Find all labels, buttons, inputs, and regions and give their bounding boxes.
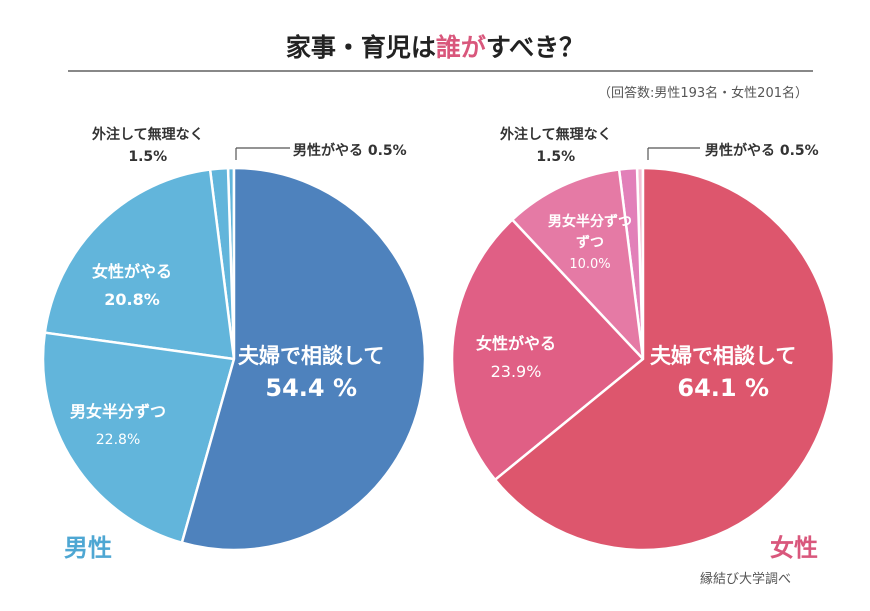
title-divider bbox=[68, 70, 813, 72]
female-label-man: 男性がやる 0.5% bbox=[705, 143, 819, 159]
pie-1-slice-0 bbox=[493, 166, 836, 552]
pie-1-slice-2 bbox=[510, 168, 645, 363]
pie-0-slice-2 bbox=[43, 168, 236, 361]
pie-0-slice-0 bbox=[180, 166, 427, 552]
male-label-outsource: 外注して無理なく 1.5% bbox=[92, 127, 204, 165]
female-label-half: 男女半分ずつ ずつ 10.0% bbox=[548, 214, 632, 272]
respondent-note: （回答数:男性193名・女性201名） bbox=[597, 86, 808, 101]
female-label-woman: 女性がやる 23.9% bbox=[476, 334, 557, 381]
male-label-couple: 夫婦で相談して 54.4 % bbox=[238, 344, 385, 402]
pie-0-slice-1 bbox=[41, 331, 236, 545]
male-label-woman: 女性がやる 20.8% bbox=[92, 262, 173, 309]
male-legend-label: 男性 bbox=[64, 534, 112, 562]
male-label-half: 男女半分ずつ 22.8% bbox=[70, 402, 167, 448]
chart-title: 家事・育児は誰がすべき？ bbox=[285, 33, 585, 62]
female-label-outsource: 外注して無理なく 1.5% bbox=[500, 127, 612, 165]
female-legend-label: 女性 bbox=[770, 534, 818, 562]
male-label-man: 男性がやる 0.5% bbox=[293, 143, 407, 159]
female-label-couple: 夫婦で相談して 64.1 % bbox=[650, 344, 797, 402]
pie-1-slice-1 bbox=[450, 217, 645, 482]
source-credit: 縁結び大学調べ bbox=[700, 572, 792, 587]
